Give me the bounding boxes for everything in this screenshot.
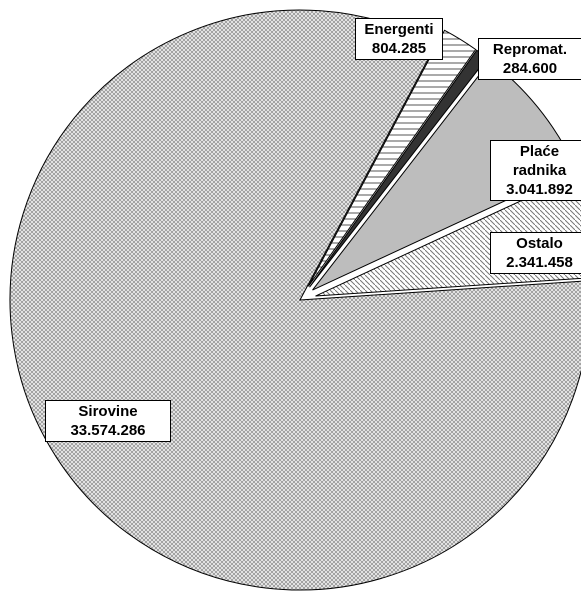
value-label: 3.041.892 (506, 181, 573, 198)
value-label: 804.285 (371, 40, 427, 57)
slice-label: Repromat. 284.600 (478, 38, 581, 80)
pie-slice (9, 9, 581, 591)
slice-label: Plaće radnika 3.041.892 (490, 140, 581, 201)
slice-label: Ostalo 2.341.458 (490, 232, 581, 274)
category-label: Energenti (364, 21, 434, 38)
value-label: 2.341.458 (506, 254, 573, 271)
value-label: 284.600 (502, 60, 558, 77)
pie-slice (307, 29, 477, 287)
category-label: Ostalo (516, 235, 563, 252)
category-label: Sirovine (78, 403, 138, 420)
category-label: Plaće radnika (512, 143, 567, 179)
slice-label: Sirovine 33.574.286 (45, 400, 171, 442)
value-label: 33.574.286 (70, 422, 146, 439)
category-label: Repromat. (492, 41, 568, 58)
slice-label: Energenti 804.285 (355, 18, 443, 60)
